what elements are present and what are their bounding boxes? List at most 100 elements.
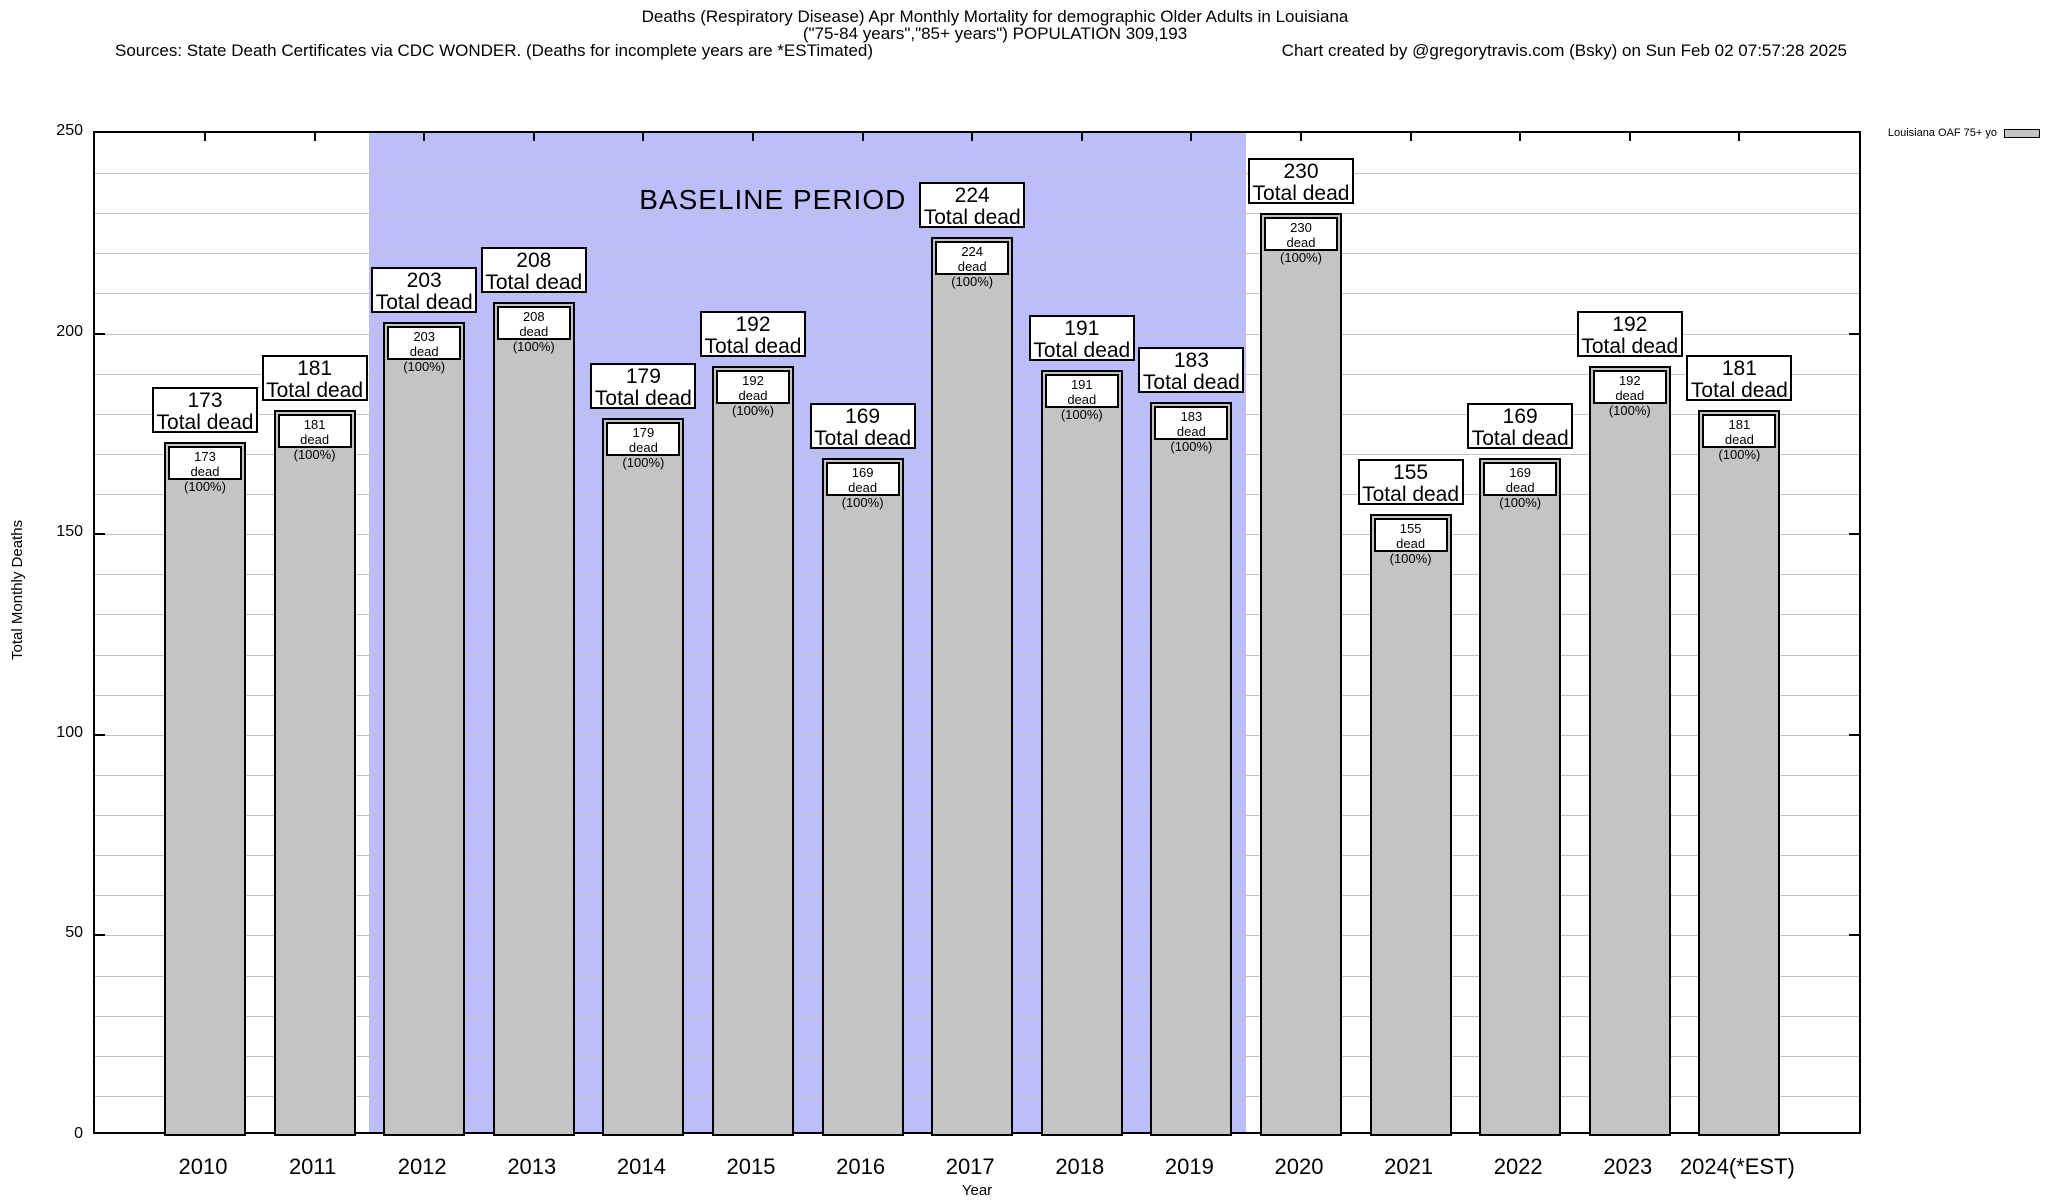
bar-outer-label: 191 Total dead	[1028, 314, 1135, 361]
x-tick-top	[1628, 133, 1631, 141]
legend: Louisiana OAF 75+ yo	[1888, 127, 2040, 139]
x-tick-top	[204, 133, 206, 141]
x-tick-label: 2018	[1055, 1154, 1105, 1179]
x-tick-label: 2017	[945, 1154, 995, 1179]
bar-2020	[1260, 213, 1342, 1136]
y-gridline	[95, 173, 1859, 175]
bar-outer-label: 192 Total dead	[700, 310, 806, 357]
y-tick-right	[1849, 332, 1859, 335]
bar-2015	[712, 365, 794, 1136]
x-tick-top	[313, 133, 316, 141]
bar-outer-label: 183 Total dead	[1138, 346, 1245, 393]
bar-inner-label: 191 dead (100%)	[1044, 373, 1119, 422]
y-tick-label: 50	[65, 924, 83, 942]
bar-outer-label: 224 Total dead	[919, 182, 1026, 229]
bar-inner-label: 173 dead (100%)	[168, 445, 242, 494]
x-tick-top	[971, 133, 974, 141]
bar-2016	[821, 457, 904, 1136]
bar-outer-label: 169 Total dead	[809, 402, 916, 449]
plot-area: 173 dead (100%) 173 Total dead 181 dead (100%…	[93, 131, 1861, 1136]
x-tick-top	[1738, 133, 1741, 141]
x-tick-label: 2012	[397, 1154, 447, 1179]
x-tick-top	[642, 133, 645, 141]
x-tick-label: 2024(*EST)	[1679, 1154, 1795, 1179]
x-tick-top	[861, 133, 864, 141]
bar-outer-label: 155 Total dead	[1357, 459, 1464, 506]
bar-inner-label: 169 dead (100%)	[825, 461, 900, 510]
legend-swatch-icon	[2004, 128, 2040, 138]
sources-text: Sources: State Death Certificates via CD…	[115, 41, 874, 60]
bar-2017	[931, 237, 1014, 1136]
chart-title-line2: ("75-84 years","85+ years") POPULATION 3…	[802, 24, 1188, 43]
bar-inner-label: 181 dead (100%)	[277, 413, 352, 462]
x-tick-label: 2014	[616, 1154, 666, 1179]
bar-2019	[1150, 401, 1233, 1136]
y-tick-left	[95, 934, 105, 937]
bar-2014	[602, 417, 685, 1136]
bar-inner-label: 169 dead (100%)	[1483, 461, 1558, 510]
credit-text: Chart created by @gregorytravis.com (Bsk…	[1281, 41, 1847, 60]
bar-outer-label: 203 Total dead	[371, 266, 478, 313]
y-axis-title: Total Monthly Deaths	[9, 519, 26, 660]
x-tick-top	[423, 133, 426, 141]
x-tick-top	[752, 133, 754, 141]
bar-2021	[1369, 514, 1452, 1136]
y-tick-right	[1849, 533, 1859, 536]
x-tick-top	[1519, 133, 1522, 141]
bar-2010	[164, 441, 246, 1136]
x-tick-top	[1080, 133, 1083, 141]
x-axis-title: Year	[961, 1182, 993, 1199]
chart-subtitle-row: Sources: State Death Certificates via CD…	[115, 42, 1847, 59]
y-tick-label: 150	[56, 523, 83, 541]
bar-inner-label: 183 dead (100%)	[1154, 405, 1229, 454]
bar-outer-label: 208 Total dead	[480, 246, 587, 293]
baseline-period-label: BASELINE PERIOD	[639, 184, 907, 215]
bar-2018	[1040, 369, 1123, 1136]
y-tick-label: 100	[56, 723, 83, 741]
x-tick-top	[1409, 133, 1412, 141]
x-tick-label: 2010	[178, 1154, 228, 1179]
chart-title-line1: Deaths (Respiratory Disease) Apr Monthly…	[641, 7, 1349, 26]
y-tick-right	[1849, 934, 1859, 937]
x-tick-label: 2023	[1603, 1154, 1653, 1179]
y-tick-label: 0	[74, 1125, 83, 1142]
bar-2012	[383, 321, 466, 1136]
y-tick-right	[1849, 733, 1859, 736]
y-tick-left	[95, 733, 105, 736]
bar-2013	[492, 301, 575, 1136]
bar-outer-label: 173 Total dead	[152, 386, 258, 433]
bar-outer-label: 179 Total dead	[590, 362, 697, 409]
x-tick-label: 2022	[1493, 1154, 1543, 1179]
legend-label: Louisiana OAF 75+ yo	[1887, 127, 1997, 139]
bar-outer-label: 192 Total dead	[1576, 310, 1683, 357]
bar-outer-label: 181 Total dead	[261, 354, 368, 401]
x-tick-top	[532, 133, 535, 141]
x-tick-label: 2016	[836, 1154, 886, 1179]
bar-2023	[1588, 365, 1671, 1136]
x-tick-label: 2020	[1274, 1154, 1324, 1179]
x-tick-top	[1300, 133, 1302, 141]
bar-outer-label: 169 Total dead	[1467, 402, 1574, 449]
x-tick-label: 2011	[288, 1154, 337, 1179]
y-tick-left	[95, 332, 105, 335]
bar-outer-label: 181 Total dead	[1686, 354, 1793, 401]
y-tick-label: 250	[56, 122, 83, 139]
bar-inner-label: 192 dead (100%)	[716, 369, 790, 418]
x-tick-top	[1190, 133, 1193, 141]
bar-inner-label: 230 dead (100%)	[1264, 217, 1338, 265]
bar-inner-label: 192 dead (100%)	[1592, 369, 1667, 418]
bar-inner-label: 179 dead (100%)	[606, 421, 681, 470]
bar-inner-label: 203 dead (100%)	[387, 325, 462, 374]
bar-2022	[1479, 457, 1562, 1136]
y-tick-left	[95, 533, 105, 536]
x-tick-label: 2019	[1164, 1154, 1214, 1179]
bar-inner-label: 181 dead (100%)	[1702, 413, 1777, 462]
x-tick-label: 2015	[726, 1154, 776, 1179]
bar-inner-label: 208 dead (100%)	[496, 305, 571, 354]
bar-outer-label: 230 Total dead	[1248, 158, 1354, 205]
bar-inner-label: 224 dead (100%)	[935, 241, 1010, 289]
bar-2011	[273, 409, 356, 1136]
bar-2024(*EST)	[1698, 409, 1781, 1136]
chart-title-block: Deaths (Respiratory Disease) Apr Monthly…	[0, 8, 1990, 42]
